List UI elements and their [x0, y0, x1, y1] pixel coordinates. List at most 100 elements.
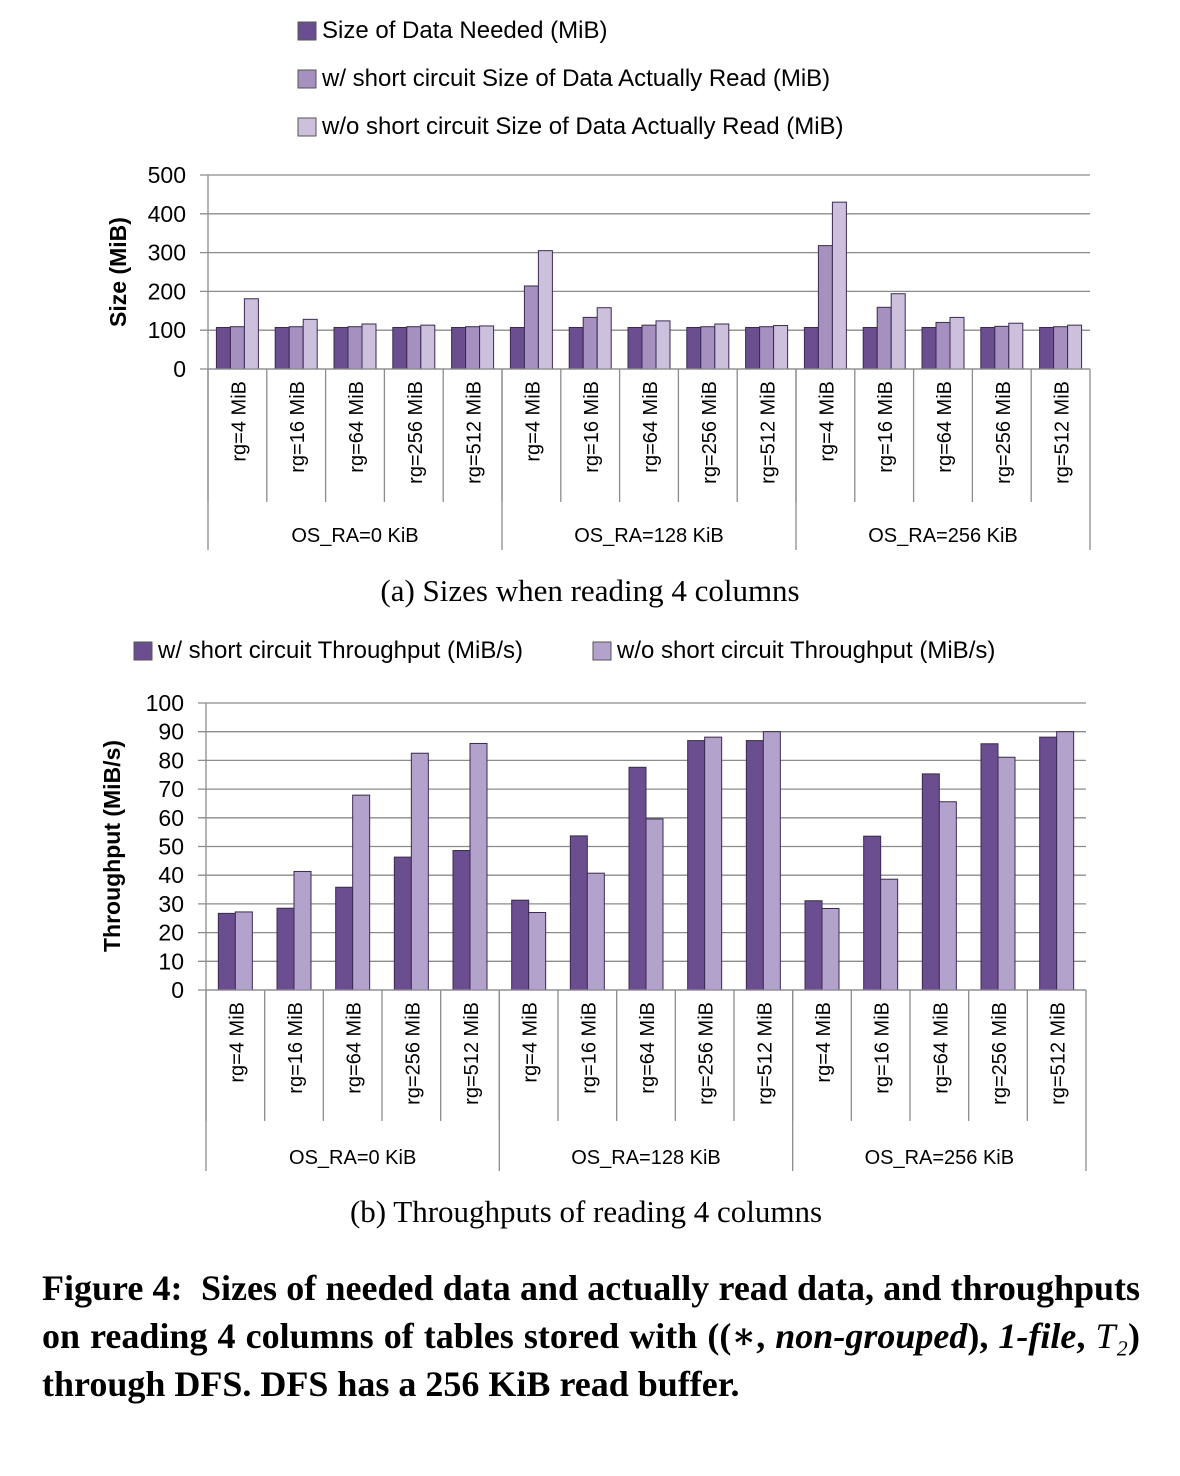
figure-caption: Figure 4: Sizes of needed data and actua… — [42, 1264, 1140, 1408]
y-tick-label: 40 — [158, 862, 184, 888]
bars — [217, 731, 1075, 991]
bar — [234, 911, 253, 991]
bar — [655, 320, 671, 370]
x-tick-label: rg=4 MiB — [816, 381, 838, 462]
bar — [994, 325, 1010, 370]
bar — [773, 325, 789, 370]
legend-swatch — [592, 641, 612, 661]
bar — [352, 794, 371, 991]
bar — [997, 756, 1016, 991]
bar — [229, 326, 245, 370]
caption-em-2: 1-file — [998, 1316, 1077, 1356]
legend: w/ short circuit Throughput (MiB/s) w/o s… — [133, 637, 995, 664]
y-tick-label: 80 — [158, 747, 184, 773]
x-tick-label: rg=16 MiB — [581, 381, 603, 473]
legend-label: Size of Data Needed (MiB) — [322, 17, 607, 44]
bar — [347, 326, 363, 370]
bar — [949, 316, 965, 370]
bar — [1067, 324, 1083, 370]
legend-swatch — [297, 69, 317, 89]
x-tick-label: rg=256 MiB — [993, 381, 1015, 484]
legend: Size of Data Needed (MiB) w/ short circui… — [297, 17, 844, 140]
bar — [361, 323, 377, 370]
bar — [980, 326, 996, 370]
bar — [302, 318, 318, 370]
bar — [335, 886, 354, 991]
bar — [821, 907, 840, 991]
bar — [921, 326, 937, 370]
bar — [596, 307, 612, 370]
y-tick-label: 60 — [158, 805, 184, 831]
x-tick-label: rg=4 MiB — [228, 381, 250, 462]
bar — [745, 740, 764, 991]
x-tick-label: rg=256 MiB — [699, 381, 721, 484]
bar — [890, 293, 906, 370]
group-label: OS_RA=0 KiB — [289, 1147, 416, 1169]
bar — [804, 900, 823, 991]
x-tick-label: rg=256 MiB — [402, 1002, 424, 1105]
bar — [406, 326, 422, 370]
bar — [921, 773, 940, 991]
x-tick-labels: rg=4 MiB rg=16 MiB rg=64 MiB rg=256 MiB rg=5… — [228, 381, 1073, 547]
y-axis-label: Throughput (MiB/s) — [99, 740, 125, 952]
bar — [392, 326, 408, 370]
bar — [704, 736, 723, 991]
x-tick-label: rg=512 MiB — [461, 1002, 483, 1105]
bar — [1008, 322, 1024, 370]
x-tick-label: rg=64 MiB — [637, 1002, 659, 1094]
legend-label: w/o short circuit Size of Data Actually … — [321, 113, 844, 140]
bar — [537, 250, 553, 370]
x-tick-label: rg=512 MiB — [754, 1002, 776, 1105]
bar — [420, 324, 436, 370]
x-tick-label: rg=4 MiB — [520, 1002, 542, 1083]
x-tick-label: rg=16 MiB — [287, 381, 309, 473]
bar — [509, 326, 525, 370]
y-tick-labels: 0 100 200 300 400 500 — [148, 162, 186, 382]
bar — [217, 912, 236, 991]
x-tick-label: rg=4 MiB — [522, 381, 544, 462]
x-tick-label: rg=512 MiB — [464, 381, 486, 484]
y-tick-label: 400 — [148, 201, 186, 227]
y-tick-label: 50 — [158, 834, 184, 860]
y-tick-label: 0 — [171, 977, 184, 1003]
bar — [876, 306, 892, 370]
axes — [205, 703, 1087, 1171]
bar — [1039, 326, 1055, 370]
group-label: OS_RA=256 KiB — [868, 525, 1018, 547]
bar — [687, 740, 706, 991]
x-tick-label: rg=512 MiB — [758, 381, 780, 484]
caption-math: T₂ — [1095, 1316, 1128, 1356]
bar — [935, 321, 951, 370]
y-tick-label: 0 — [173, 356, 186, 382]
bar — [980, 743, 999, 991]
bar — [745, 326, 761, 370]
x-tick-label: rg=256 MiB — [989, 1002, 1011, 1105]
x-tick-label: rg=16 MiB — [875, 381, 897, 473]
bar — [803, 326, 819, 370]
bar — [451, 326, 467, 370]
y-tick-label: 20 — [158, 920, 184, 946]
y-axis-label: Size (MiB) — [105, 217, 131, 327]
y-tick-label: 70 — [158, 776, 184, 802]
x-tick-label: rg=4 MiB — [226, 1002, 248, 1083]
group-label: OS_RA=128 KiB — [571, 1147, 721, 1169]
figure-label: Figure 4: — [42, 1268, 183, 1308]
figure-svg: Size of Data Needed (MiB) w/ short circui… — [99, 17, 1091, 1229]
y-tick-label: 100 — [146, 690, 184, 716]
subcaption-b: (b) Throughputs of reading 4 columns — [350, 1194, 822, 1229]
chart-throughput: w/ short circuit Throughput (MiB/s) w/o s… — [99, 637, 1087, 1229]
group-label: OS_RA=256 KiB — [865, 1147, 1015, 1169]
bar — [641, 324, 657, 370]
group-label: OS_RA=128 KiB — [574, 525, 724, 547]
bar — [862, 326, 878, 370]
bar — [452, 850, 471, 991]
x-tick-label: rg=16 MiB — [285, 1002, 307, 1094]
x-tick-label: rg=64 MiB — [344, 1002, 366, 1094]
group-label: OS_RA=0 KiB — [291, 525, 418, 547]
legend-swatch — [133, 641, 153, 661]
legend-label: w/ short circuit Size of Data Actually R… — [321, 65, 830, 92]
y-tick-label: 30 — [158, 891, 184, 917]
bar — [288, 326, 304, 370]
legend-label: w/ short circuit Throughput (MiB/s) — [157, 637, 523, 664]
